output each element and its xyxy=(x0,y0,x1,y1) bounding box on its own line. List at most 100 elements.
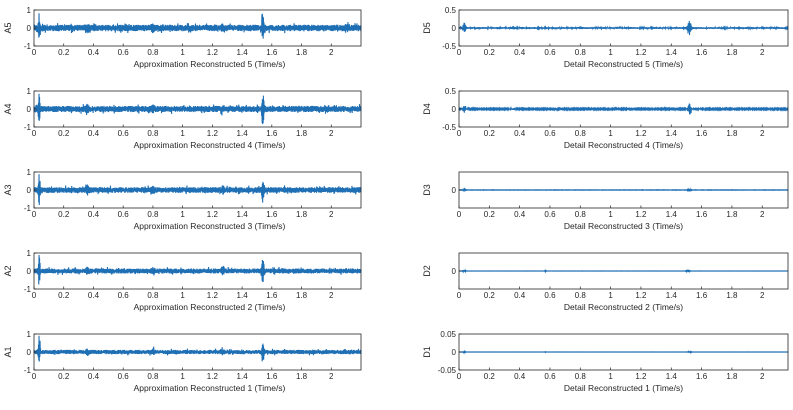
x-tick-label: 1.6 xyxy=(266,372,278,381)
x-tick-label: 0.4 xyxy=(514,372,526,381)
y-axis-label: D2 xyxy=(422,265,432,277)
signal-trace-a2 xyxy=(33,255,362,285)
x-tick-label: 0.4 xyxy=(88,372,100,381)
x-tick-label: 0 xyxy=(32,48,37,57)
x-tick-label: 2 xyxy=(760,291,765,300)
x-tick-label: 0.8 xyxy=(575,210,587,219)
x-tick-label: 1.2 xyxy=(207,48,219,57)
x-tick-label: 0.6 xyxy=(118,48,130,57)
x-tick-label: 0.2 xyxy=(484,210,496,219)
x-tick-label: 1.6 xyxy=(696,372,708,381)
x-tick-label: 0.4 xyxy=(88,210,100,219)
x-tick-label: 0.4 xyxy=(88,291,100,300)
x-tick-label: 1.6 xyxy=(266,48,278,57)
subplot-a4: 0 0.2 0.4 0.6 0.8 1 1.2 1.4 1.6 1.8 2-101Approxima… xyxy=(3,87,362,150)
x-axis-label: Approximation Reconstructed 3 (Time/s) xyxy=(134,221,286,231)
x-axis-label: Approximation Reconstructed 4 (Time/s) xyxy=(134,140,286,150)
y-axis-label: D4 xyxy=(422,103,432,115)
x-tick-label: 2 xyxy=(760,210,765,219)
x-tick-label: 0.4 xyxy=(514,129,526,138)
x-tick-label: 1.4 xyxy=(666,48,678,57)
signal-trace-a5 xyxy=(33,13,362,39)
y-tick-label: 0.5 xyxy=(445,6,457,15)
y-tick-label: 0 xyxy=(452,24,457,33)
x-tick-label: 0 xyxy=(457,129,462,138)
x-tick-label: 1.4 xyxy=(237,210,249,219)
x-tick-label: 1.8 xyxy=(296,48,308,57)
y-tick-label: -0.5 xyxy=(442,123,456,132)
x-tick-label: 1 xyxy=(180,129,185,138)
y-tick-label: -1 xyxy=(24,204,32,213)
x-tick-label: 1 xyxy=(608,48,613,57)
subplot-a1: 0 0.2 0.4 0.6 0.8 1 1.2 1.4 1.6 1.8 2-101Approxima… xyxy=(3,330,362,393)
x-axis-label: Approximation Reconstructed 2 (Time/s) xyxy=(134,302,286,312)
x-tick-label: 1 xyxy=(608,210,613,219)
x-tick-label: 1.4 xyxy=(666,372,678,381)
x-tick-label: 1 xyxy=(180,210,185,219)
y-axis-label: A5 xyxy=(3,22,13,33)
x-tick-label: 1.8 xyxy=(296,291,308,300)
x-tick-label: 0 xyxy=(457,372,462,381)
x-tick-label: 1.4 xyxy=(666,210,678,219)
y-axis-label: A1 xyxy=(3,346,13,357)
subplot-a3: 0 0.2 0.4 0.6 0.8 1 1.2 1.4 1.6 1.8 2-101Approxima… xyxy=(3,168,362,231)
y-tick-label: -1 xyxy=(24,366,32,375)
signal-trace-a1 xyxy=(33,335,362,362)
x-tick-label: 2 xyxy=(760,372,765,381)
x-tick-label: 2 xyxy=(760,129,765,138)
signal-trace-a3 xyxy=(33,174,362,206)
x-axis-label: Detail Reconstructed 5 (Time/s) xyxy=(564,59,683,69)
x-tick-label: 0 xyxy=(32,372,37,381)
y-tick-label: 0 xyxy=(27,267,32,276)
x-tick-label: 0.6 xyxy=(118,129,130,138)
x-axis-label: Detail Reconstructed 3 (Time/s) xyxy=(564,221,683,231)
x-tick-label: 0.6 xyxy=(118,372,130,381)
x-tick-label: 1.6 xyxy=(266,291,278,300)
y-tick-label: 1 xyxy=(27,6,32,15)
x-tick-label: 0.8 xyxy=(575,48,587,57)
x-tick-label: 1 xyxy=(608,291,613,300)
y-tick-label: 0 xyxy=(452,267,457,276)
x-tick-label: 0.2 xyxy=(58,129,70,138)
x-tick-label: 0.4 xyxy=(514,210,526,219)
x-tick-label: 2 xyxy=(329,48,334,57)
x-tick-label: 0.2 xyxy=(484,372,496,381)
x-tick-label: 1.2 xyxy=(635,372,647,381)
signal-trace-d2 xyxy=(458,268,789,274)
x-tick-label: 1.6 xyxy=(266,129,278,138)
x-tick-label: 1.2 xyxy=(635,129,647,138)
x-tick-label: 1.8 xyxy=(726,210,738,219)
x-tick-label: 2 xyxy=(329,291,334,300)
x-tick-label: 1.2 xyxy=(635,210,647,219)
x-tick-label: 0 xyxy=(32,210,37,219)
x-tick-label: 0.2 xyxy=(484,129,496,138)
y-tick-label: 0 xyxy=(27,348,32,357)
x-axis-label: Approximation Reconstructed 5 (Time/s) xyxy=(134,59,286,69)
x-tick-label: 1.2 xyxy=(207,129,219,138)
y-tick-label: 0 xyxy=(452,348,457,357)
x-tick-label: 1.8 xyxy=(296,210,308,219)
x-tick-label: 1.8 xyxy=(726,129,738,138)
signal-trace-d5 xyxy=(458,20,789,36)
x-tick-label: 1.6 xyxy=(696,210,708,219)
x-tick-label: 0.2 xyxy=(58,291,70,300)
x-tick-label: 1.8 xyxy=(726,291,738,300)
x-axis-label: Detail Reconstructed 4 (Time/s) xyxy=(564,140,683,150)
y-tick-label: -0.05 xyxy=(438,366,457,375)
x-tick-label: 2 xyxy=(329,210,334,219)
y-tick-label: 0 xyxy=(27,186,32,195)
x-axis-label: Approximation Reconstructed 1 (Time/s) xyxy=(134,383,286,393)
x-tick-label: 1.6 xyxy=(266,210,278,219)
x-tick-label: 1.6 xyxy=(696,129,708,138)
x-tick-label: 1.2 xyxy=(207,210,219,219)
subplot-d1: 0 0.2 0.4 0.6 0.8 1 1.2 1.4 1.6 1.8 20.050-0.05Det… xyxy=(422,330,789,393)
x-tick-label: 0.4 xyxy=(88,48,100,57)
x-tick-label: 1.8 xyxy=(296,129,308,138)
x-tick-label: 1 xyxy=(180,48,185,57)
x-tick-label: 0.2 xyxy=(58,48,70,57)
subplot-a5: 0 0.2 0.4 0.6 0.8 1 1.2 1.4 1.6 1.8 2-101Approxima… xyxy=(3,6,362,69)
y-tick-label: -1 xyxy=(24,123,32,132)
x-tick-label: 0.6 xyxy=(118,291,130,300)
x-tick-label: 1.6 xyxy=(696,48,708,57)
